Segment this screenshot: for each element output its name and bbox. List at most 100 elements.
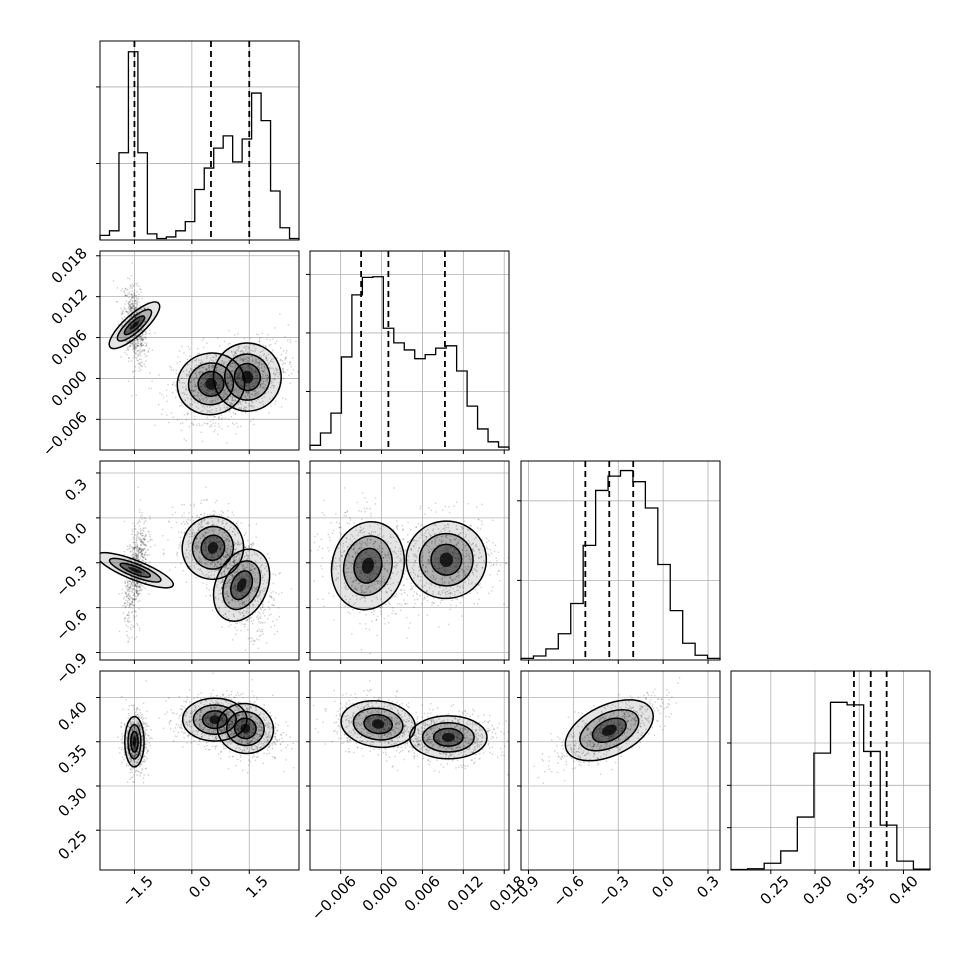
scatter-point (171, 506, 174, 508)
scatter-point (140, 543, 142, 546)
scatter-point (368, 573, 370, 576)
scatter-point (137, 486, 139, 489)
scatter-point (364, 552, 366, 555)
scatter-point (133, 577, 135, 579)
scatter-point (141, 532, 144, 535)
scatter-point (227, 384, 229, 387)
scatter-point (228, 602, 231, 604)
scatter-point (241, 400, 244, 402)
scatter-point (129, 301, 132, 303)
scatter-point (219, 548, 221, 551)
scatter-point (178, 544, 180, 546)
scatter-point (138, 590, 141, 592)
scatter-point (302, 373, 303, 374)
scatter-point (129, 598, 131, 600)
scatter-point (211, 553, 213, 556)
scatter-point (247, 392, 250, 395)
scatter-point (141, 361, 143, 363)
scatter-point (232, 387, 235, 389)
scatter-point (229, 375, 231, 377)
scatter-point (231, 362, 233, 364)
scatter-point (146, 342, 148, 344)
scatter-point (137, 550, 140, 552)
scatter-point (397, 525, 399, 527)
scatter-point (225, 523, 227, 525)
scatter-point (186, 522, 188, 524)
scatter-point (253, 572, 256, 574)
scatter-point (226, 374, 228, 376)
scatter-point (270, 595, 272, 597)
scatter-point (148, 347, 150, 350)
scatter-point (402, 528, 404, 530)
scatter-point (243, 555, 246, 558)
scatter-point (202, 378, 205, 381)
scatter-point (224, 410, 227, 412)
scatter-point (279, 359, 281, 361)
scatter-point (134, 599, 136, 601)
scatter-point (121, 317, 123, 319)
scatter-point (328, 592, 330, 594)
scatter-point (255, 358, 258, 360)
scatter-point (278, 373, 281, 376)
contour-line (100, 551, 175, 589)
scatter-point (267, 381, 269, 383)
scatter-point (379, 547, 381, 550)
scatter-point (410, 571, 412, 574)
scatter-point (130, 306, 132, 309)
scatter-point (233, 587, 236, 589)
scatter-point (133, 593, 136, 595)
scatter-point (239, 553, 241, 555)
scatter-point (257, 398, 259, 401)
scatter-point (130, 307, 133, 309)
scatter-point (344, 571, 347, 573)
scatter-point (369, 652, 371, 655)
scatter-point (272, 378, 274, 381)
scatter-point (260, 379, 262, 382)
scatter-point (211, 390, 213, 393)
scatter-point (132, 314, 135, 317)
scatter-point (241, 603, 244, 606)
scatter-point (144, 562, 147, 564)
scatter-point (130, 583, 133, 585)
scatter-point (125, 344, 128, 347)
scatter-point (230, 351, 233, 353)
scatter-point (139, 340, 141, 343)
scatter-point (251, 372, 254, 374)
scatter-point (246, 610, 248, 612)
scatter-point (397, 534, 399, 536)
scatter-point (256, 374, 259, 377)
scatter-point (132, 536, 135, 538)
scatter-point (138, 629, 141, 632)
scatter-point (235, 593, 237, 595)
scatter-point (243, 601, 246, 603)
scatter-point (226, 398, 229, 401)
scatter-point (194, 367, 196, 369)
scatter-point (199, 388, 201, 390)
scatter-point (218, 568, 220, 570)
scatter-point (140, 358, 142, 361)
scatter-point (134, 585, 137, 588)
scatter-point (128, 360, 130, 362)
scatter-point (247, 584, 250, 586)
scatter-point (193, 379, 195, 381)
scatter-point (304, 527, 305, 528)
scatter-point (204, 376, 206, 379)
scatter-point (224, 549, 227, 551)
scatter-point (253, 378, 255, 380)
scatter-point (137, 556, 140, 558)
scatter-point (140, 338, 143, 341)
scatter-point (134, 584, 136, 586)
scatter-point (323, 605, 325, 607)
scatter-point (138, 547, 140, 549)
scatter-point (147, 540, 149, 543)
scatter-point (135, 334, 138, 337)
scatter-point (237, 362, 240, 365)
scatter-point (227, 376, 229, 378)
scatter-point (132, 346, 135, 348)
scatter-point (139, 580, 141, 582)
scatter-point (136, 344, 138, 346)
scatter-point (136, 338, 138, 340)
scatter-point (443, 575, 446, 578)
scatter-point (254, 390, 256, 392)
scatter-point (244, 382, 246, 384)
